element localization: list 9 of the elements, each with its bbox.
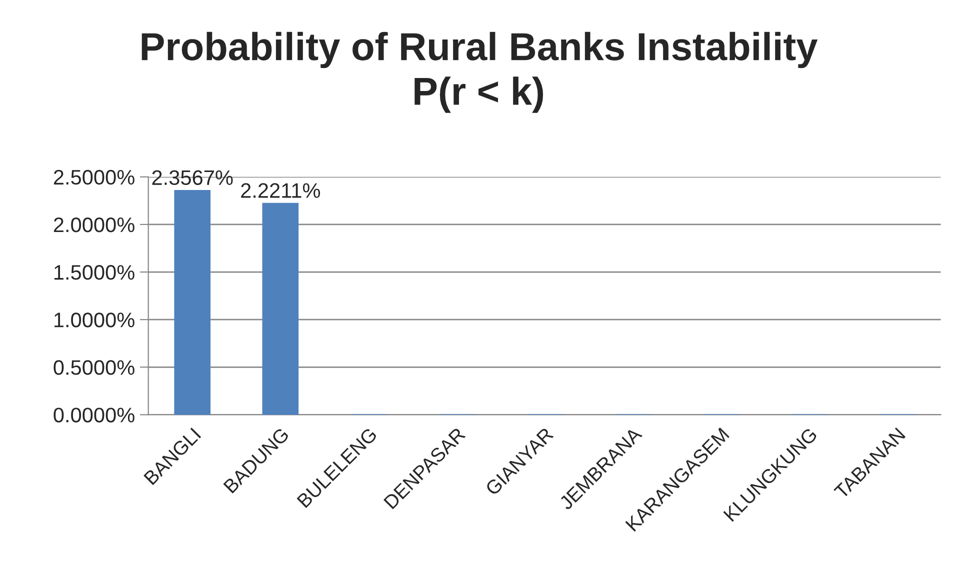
y-tick-label: 1.0000% xyxy=(54,312,134,328)
y-tick-label: 2.0000% xyxy=(54,217,134,232)
y-tick-label: 1.5000% xyxy=(54,265,134,280)
data-label: 2.2211% xyxy=(241,183,320,198)
y-tick-label: 2.5000% xyxy=(54,170,134,185)
y-tick-label: 0.5000% xyxy=(54,360,134,375)
data-label: 2.3567% xyxy=(152,170,233,186)
y-tick-label: 0.0000% xyxy=(54,408,134,422)
chart-title: Probability of Rural Banks Instability P(r < k) xyxy=(142,32,818,113)
